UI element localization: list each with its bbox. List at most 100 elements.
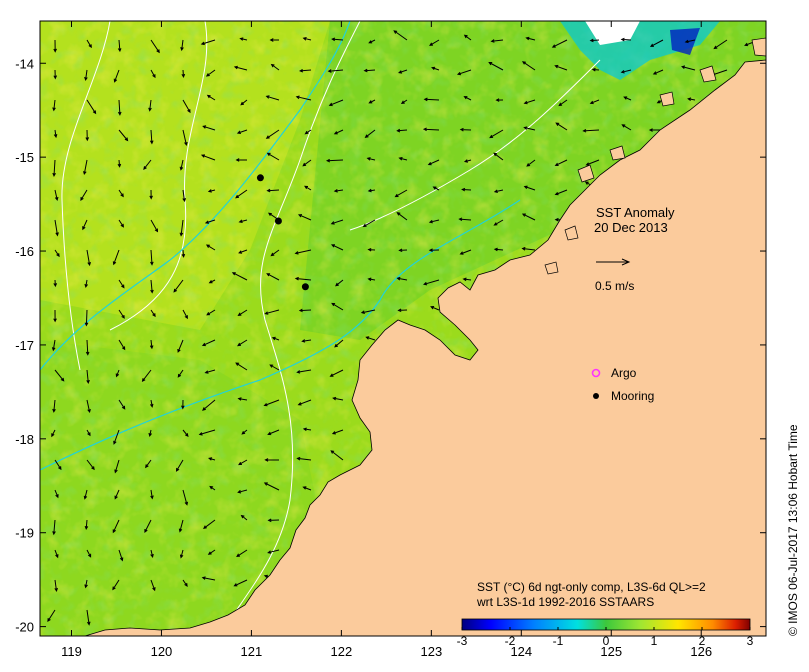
current-vector <box>397 308 408 313</box>
current-vector <box>182 189 186 203</box>
current-vector <box>240 99 248 106</box>
plot-frame <box>39 20 767 637</box>
current-vector <box>585 159 600 166</box>
current-vector <box>150 279 154 294</box>
current-vector <box>202 125 216 131</box>
current-vector <box>521 213 536 221</box>
current-vector <box>423 279 440 286</box>
current-vector <box>112 519 120 534</box>
current-vector <box>270 63 280 71</box>
y-tick-label-3: -17 <box>15 338 34 353</box>
current-vector <box>205 244 216 251</box>
imos-credit: © IMOS 06-Jul-2017 13:06 Hobart Time <box>786 424 800 636</box>
current-vector <box>201 339 216 347</box>
current-vector <box>113 429 120 445</box>
current-vector <box>182 129 188 146</box>
current-vector <box>333 129 344 135</box>
current-vector <box>263 482 280 491</box>
current-vector <box>488 62 504 71</box>
current-vector <box>82 219 88 231</box>
deep-cold-patch <box>670 28 700 55</box>
current-vector <box>331 429 344 435</box>
current-vector <box>554 64 568 71</box>
current-vector <box>521 246 536 251</box>
current-vector <box>521 61 536 71</box>
current-vector <box>54 249 60 258</box>
current-vector <box>713 39 728 50</box>
current-vector <box>620 69 632 74</box>
current-vector <box>394 189 408 198</box>
current-vector <box>118 189 124 198</box>
current-vector <box>141 369 152 382</box>
current-vector <box>150 489 154 500</box>
current-vector <box>52 399 56 413</box>
current-vector <box>328 99 344 107</box>
current-vector <box>114 459 120 474</box>
current-vector <box>329 369 344 377</box>
current-vector <box>86 429 91 437</box>
current-vector <box>330 219 344 225</box>
current-vector <box>182 309 188 320</box>
current-vector <box>113 69 120 83</box>
current-vector <box>367 188 376 193</box>
current-vector <box>208 457 216 461</box>
current-vector <box>117 99 122 116</box>
current-vector <box>53 309 57 323</box>
current-vector <box>267 518 280 523</box>
colorbar-tick-label-6: 3 <box>747 634 754 648</box>
current-vector <box>182 429 189 437</box>
current-vector <box>294 249 312 255</box>
current-vector <box>687 97 696 101</box>
current-vector <box>175 459 184 472</box>
current-vector <box>200 39 216 46</box>
current-vector <box>235 362 248 371</box>
current-vector <box>53 39 57 53</box>
current-vector <box>182 579 188 587</box>
current-vector <box>117 39 122 53</box>
current-vector <box>331 37 344 42</box>
current-vector <box>681 65 696 71</box>
current-vector <box>327 69 344 73</box>
current-vector <box>431 66 440 71</box>
current-vector <box>178 519 184 533</box>
colorbar-tick-label-1: -2 <box>505 634 516 648</box>
current-vector <box>117 159 122 168</box>
current-vector <box>83 489 88 500</box>
current-vector <box>150 69 156 79</box>
x-tick-label-3: 122 <box>331 644 353 659</box>
current-vector <box>428 248 440 252</box>
current-vector <box>85 129 90 142</box>
current-vector <box>54 549 59 559</box>
current-vector <box>115 369 120 378</box>
current-vector <box>558 99 568 107</box>
current-vector <box>182 99 191 114</box>
current-vector <box>525 36 536 41</box>
current-vector <box>235 158 247 162</box>
current-vector <box>54 489 59 499</box>
current-vector <box>304 129 312 135</box>
current-vector <box>463 34 472 41</box>
current-vector <box>52 519 56 536</box>
current-vector <box>463 159 472 163</box>
current-vector <box>54 459 62 471</box>
current-vector <box>83 159 88 176</box>
current-vector <box>84 279 88 288</box>
current-vector <box>554 189 568 196</box>
current-vector <box>149 189 153 200</box>
current-vector <box>368 39 376 44</box>
current-vector <box>299 68 312 73</box>
current-vector <box>296 369 312 374</box>
current-vector <box>180 39 184 52</box>
current-vector <box>334 339 344 348</box>
current-vector <box>430 306 440 311</box>
current-vector <box>271 336 280 341</box>
current-vector <box>263 399 280 407</box>
current-vector <box>297 214 312 221</box>
current-vector <box>206 309 216 316</box>
map-title: SST Anomaly <box>596 205 675 220</box>
current-vector <box>589 38 600 43</box>
current-vector <box>301 339 312 343</box>
current-vector <box>398 69 408 74</box>
current-vector <box>396 276 408 281</box>
current-vector <box>179 219 184 237</box>
